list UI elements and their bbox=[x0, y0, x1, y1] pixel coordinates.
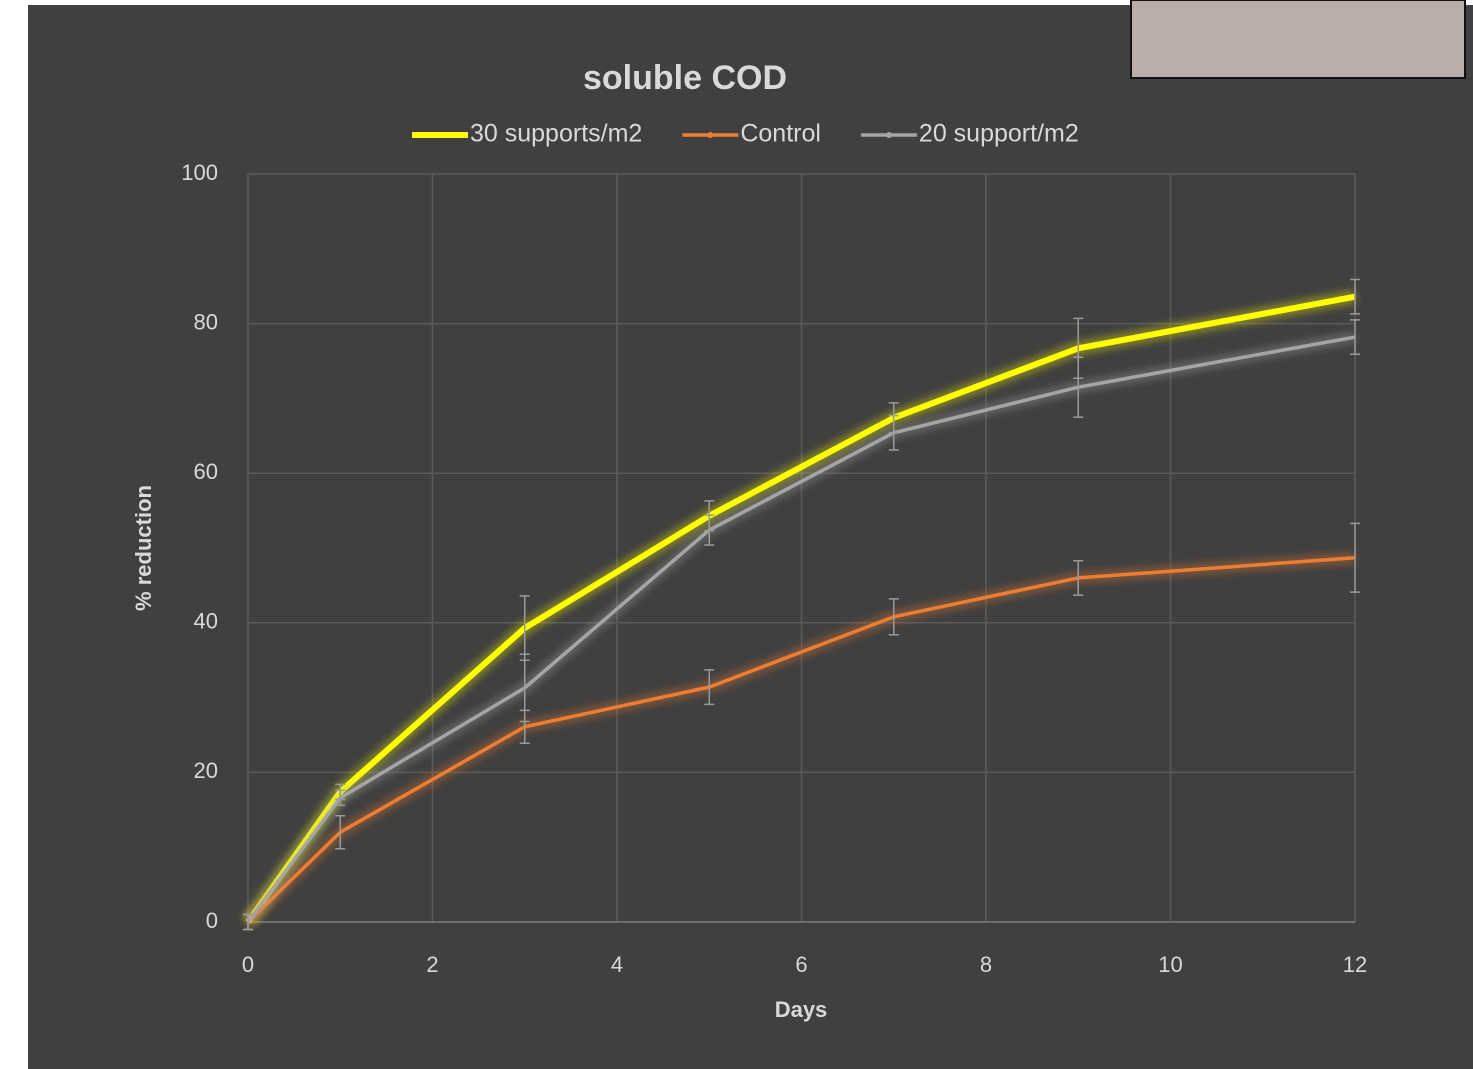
y-tick-label: 80 bbox=[194, 309, 218, 334]
chart: soluble COD Days % reduction 02040608010… bbox=[0, 0, 1473, 1069]
chart-background bbox=[28, 5, 1473, 1069]
y-tick-label: 20 bbox=[194, 758, 218, 783]
legend: 30 supports/m2 Control 20 support/m2 bbox=[412, 120, 1079, 148]
y-tick-label: 60 bbox=[194, 459, 218, 484]
x-tick-label: 12 bbox=[1343, 952, 1367, 977]
y-tick-label: 40 bbox=[194, 609, 218, 634]
legend-label: Control bbox=[740, 120, 821, 148]
x-tick-label: 2 bbox=[426, 952, 438, 977]
x-tick-label: 10 bbox=[1158, 952, 1182, 977]
page: {"chart_data": {"type": "line", "title":… bbox=[0, 0, 1473, 1069]
chart-title: soluble COD bbox=[583, 59, 787, 97]
y-tick-label: 100 bbox=[181, 160, 218, 185]
x-axis-label: Days bbox=[775, 997, 828, 1022]
x-tick-label: 0 bbox=[242, 952, 254, 977]
legend-label: 20 support/m2 bbox=[919, 120, 1079, 148]
legend-marker bbox=[707, 132, 713, 138]
legend-marker bbox=[437, 132, 443, 138]
legend-label: 30 supports/m2 bbox=[470, 120, 642, 148]
legend-marker bbox=[886, 132, 892, 138]
x-tick-label: 8 bbox=[980, 952, 992, 977]
y-tick-label: 0 bbox=[206, 908, 218, 933]
x-tick-label: 4 bbox=[611, 952, 623, 977]
x-tick-label: 6 bbox=[795, 952, 807, 977]
photo-thumbnail bbox=[1131, 0, 1465, 78]
y-axis-label: % reduction bbox=[131, 485, 156, 611]
